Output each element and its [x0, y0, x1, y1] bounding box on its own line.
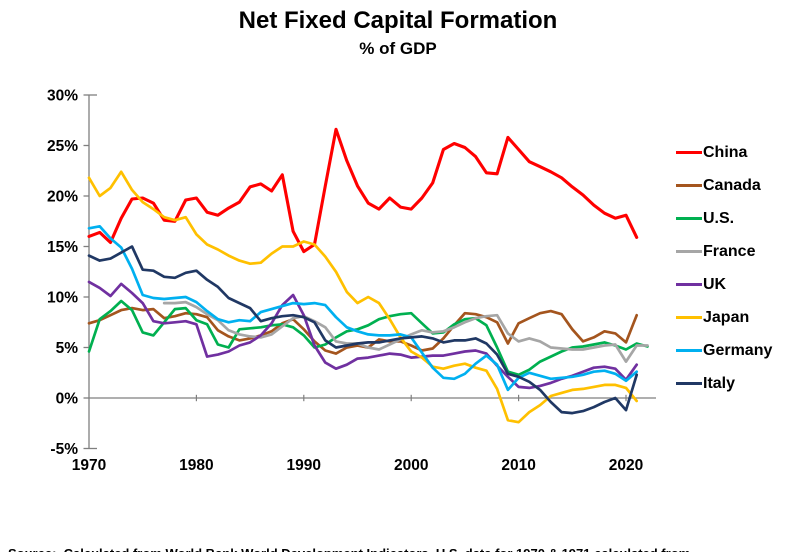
- legend-item-japan: Japan: [676, 301, 772, 334]
- x-axis-label-2020: 2020: [609, 457, 643, 474]
- legend-item-italy: Italy: [676, 367, 772, 400]
- source-note: Source: Calculated from World Bank World…: [8, 506, 788, 552]
- legend-item-germany: Germany: [676, 334, 772, 367]
- y-axis-label-20: 20%: [47, 189, 78, 206]
- series-line-uk: [87, 280, 639, 390]
- x-axis-label-1990: 1990: [287, 457, 321, 474]
- series-line-japan: [87, 170, 639, 424]
- chart-legend: China Canada U.S. France UK Japan Germany Italy: [676, 136, 772, 400]
- legend-line-swatch-italy: [676, 381, 702, 386]
- legend-line-swatch-japan: [676, 315, 702, 320]
- legend-label-japan: Japan: [703, 308, 750, 326]
- legend-item-canada: Canada: [676, 169, 772, 202]
- series-line-italy: [87, 245, 639, 415]
- series-line-germany: [87, 224, 639, 392]
- legend-line-swatch-france: [676, 249, 702, 254]
- legend-label-germany: Germany: [703, 341, 773, 359]
- x-axis-label-1970: 1970: [72, 457, 106, 474]
- y-axis-label-15: 15%: [47, 239, 78, 256]
- y-axis-label-30: 30%: [47, 88, 78, 105]
- legend-item-uk: UK: [676, 268, 772, 301]
- legend-label-us: U.S.: [703, 209, 735, 227]
- legend-label-uk: UK: [703, 275, 727, 293]
- legend-line-swatch-canada: [676, 183, 702, 188]
- source-line-1: Source: Calculated from World Bank World…: [8, 544, 788, 552]
- x-axis-label-2010: 2010: [501, 457, 535, 474]
- legend-line-swatch-china: [676, 150, 702, 155]
- chart-subtitle: % of GDP: [359, 39, 437, 58]
- legend-label-china: China: [703, 143, 748, 161]
- legend-label-france: France: [703, 242, 756, 260]
- y-axis-label-0: 0%: [56, 391, 79, 408]
- legend-item-us: U.S.: [676, 202, 772, 235]
- chart-title: Net Fixed Capital Formation: [238, 7, 558, 34]
- series-line-us: [87, 299, 649, 377]
- legend-line-swatch-us: [676, 216, 702, 221]
- y-axis-label-25: 25%: [47, 138, 78, 155]
- legend-line-swatch-germany: [676, 348, 702, 353]
- legend-label-canada: Canada: [703, 176, 761, 194]
- series-line-china: [87, 127, 639, 254]
- legend-item-china: China: [676, 136, 772, 169]
- legend-item-france: France: [676, 235, 772, 268]
- y-axis-label-10: 10%: [47, 290, 78, 307]
- x-axis-label-1980: 1980: [179, 457, 213, 474]
- y-axis-label--5: -5%: [50, 441, 78, 458]
- legend-label-italy: Italy: [703, 374, 736, 392]
- y-axis-label-5: 5%: [56, 340, 79, 357]
- x-axis-label-2000: 2000: [394, 457, 428, 474]
- legend-line-swatch-uk: [676, 282, 702, 287]
